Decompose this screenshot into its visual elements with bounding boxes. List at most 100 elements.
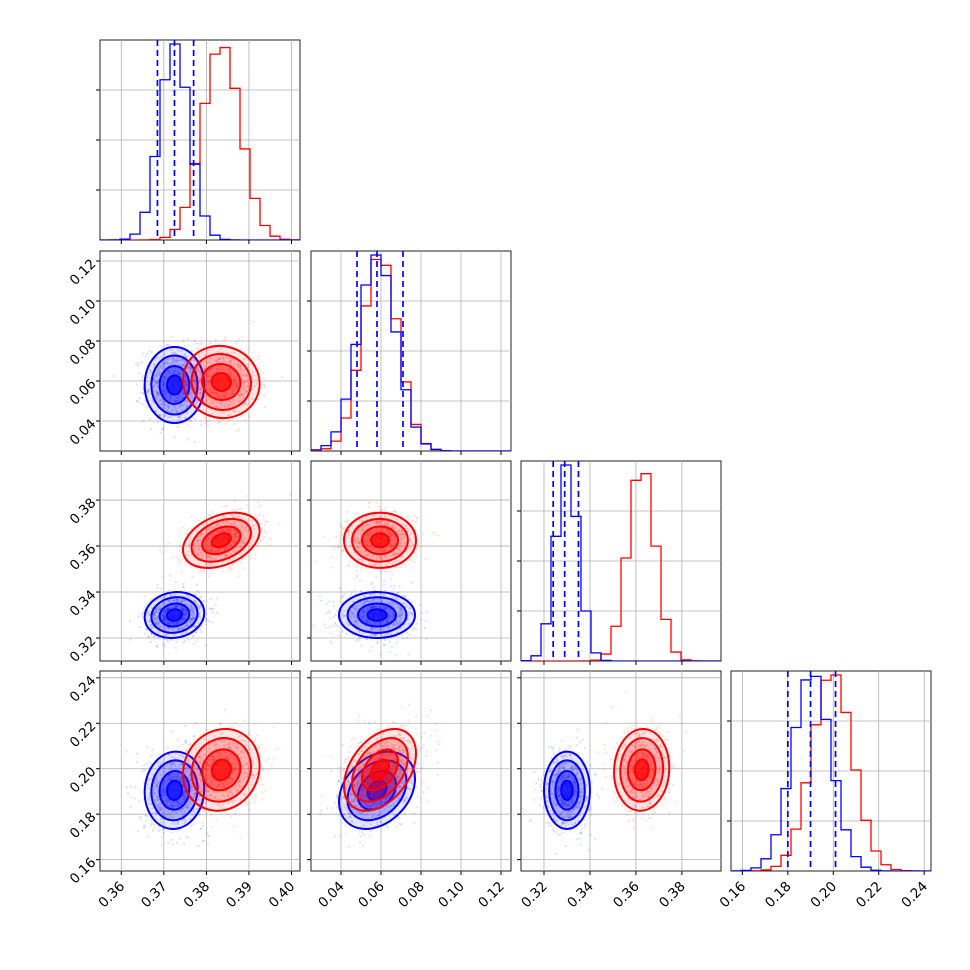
scatter-point	[200, 423, 203, 427]
scatter-point	[159, 626, 162, 629]
scatter-point	[155, 356, 158, 359]
scatter-point	[236, 399, 240, 402]
scatter-point	[175, 358, 178, 361]
scatter-point	[140, 612, 143, 616]
scatter-point	[332, 548, 335, 551]
scatter-point	[199, 388, 202, 391]
scatter-point	[224, 528, 227, 531]
scatter-point	[289, 493, 292, 496]
scatter-point	[240, 525, 244, 528]
scatter-point	[181, 526, 184, 529]
scatter-point	[231, 538, 235, 541]
scatter-point	[242, 369, 245, 372]
scatter-point	[325, 612, 328, 615]
scatter-point	[185, 532, 188, 536]
scatter-point	[228, 389, 231, 392]
scatter-point	[199, 545, 202, 548]
scatter-point	[197, 563, 201, 566]
scatter-point	[239, 541, 242, 544]
scatter-point	[392, 510, 396, 513]
scatter-point	[171, 360, 174, 364]
scatter-point	[205, 521, 209, 524]
scatter-point	[218, 358, 221, 361]
scatter-point	[177, 394, 181, 397]
scatter-point	[248, 541, 252, 545]
scatter-point	[218, 400, 221, 403]
scatter-point	[240, 562, 243, 565]
scatter-point	[186, 384, 189, 387]
scatter-point	[332, 615, 335, 618]
scatter-point	[246, 379, 249, 383]
scatter-point	[153, 618, 156, 621]
scatter-point	[214, 339, 218, 342]
scatter-point	[145, 762, 149, 766]
scatter-point	[149, 632, 153, 636]
scatter-point	[202, 600, 205, 603]
scatter-point	[238, 394, 242, 398]
scatter-point	[231, 564, 234, 567]
scatter-point	[129, 785, 132, 788]
scatter-point	[180, 570, 184, 573]
scatter-point	[189, 619, 192, 622]
scatter-point	[196, 603, 199, 606]
scatter-point	[206, 375, 209, 378]
scatter-point	[175, 387, 178, 390]
scatter-point	[146, 610, 150, 613]
scatter-point	[173, 359, 176, 362]
scatter-point	[232, 399, 235, 402]
scatter-point	[231, 514, 234, 517]
scatter-point	[138, 626, 141, 629]
scatter-point	[411, 519, 414, 523]
scatter-point	[161, 403, 164, 406]
scatter-point	[204, 539, 207, 542]
scatter-point	[335, 535, 338, 539]
scatter-point	[192, 616, 195, 620]
scatter-point	[424, 557, 428, 561]
scatter-point	[227, 527, 230, 530]
scatter-point	[176, 359, 179, 363]
scatter-point	[190, 349, 193, 353]
scatter-point	[159, 364, 163, 368]
scatter-point	[218, 401, 222, 404]
scatter-point	[200, 395, 203, 398]
scatter-point	[162, 375, 166, 378]
scatter-point	[156, 381, 159, 384]
scatter-point	[155, 645, 158, 648]
scatter-point	[167, 589, 170, 592]
y-tick-label: 0.32	[67, 633, 100, 666]
scatter-point	[209, 397, 212, 400]
scatter-point	[183, 360, 186, 363]
scatter-point	[233, 379, 236, 382]
scatter-point	[192, 615, 195, 618]
scatter-point	[358, 579, 362, 582]
scatter-point	[136, 364, 139, 367]
scatter-point	[181, 397, 184, 400]
scatter-point	[141, 378, 144, 381]
scatter-point	[154, 607, 157, 611]
scatter-point	[179, 620, 182, 623]
scatter-point	[232, 562, 235, 566]
scatter-point	[217, 523, 220, 526]
scatter-point	[214, 359, 217, 362]
scatter-point	[262, 371, 265, 374]
scatter-point	[234, 535, 237, 538]
scatter-point	[249, 556, 252, 560]
scatter-point	[189, 620, 192, 624]
y-tick-label: 0.38	[67, 495, 100, 528]
scatter-point	[186, 623, 189, 626]
scatter-point	[214, 557, 218, 560]
scatter-point	[192, 617, 195, 620]
scatter-point	[185, 379, 188, 383]
scatter-point	[143, 764, 146, 767]
scatter-point	[229, 553, 232, 556]
scatter-point	[179, 349, 182, 352]
scatter-point	[211, 390, 215, 393]
scatter-point	[210, 352, 213, 355]
scatter-point	[185, 356, 188, 359]
scatter-point	[157, 829, 160, 833]
scatter-point	[175, 622, 178, 625]
scatter-point	[263, 523, 267, 526]
scatter-point	[406, 518, 410, 521]
scatter-point	[220, 528, 223, 531]
scatter-point	[194, 387, 197, 390]
